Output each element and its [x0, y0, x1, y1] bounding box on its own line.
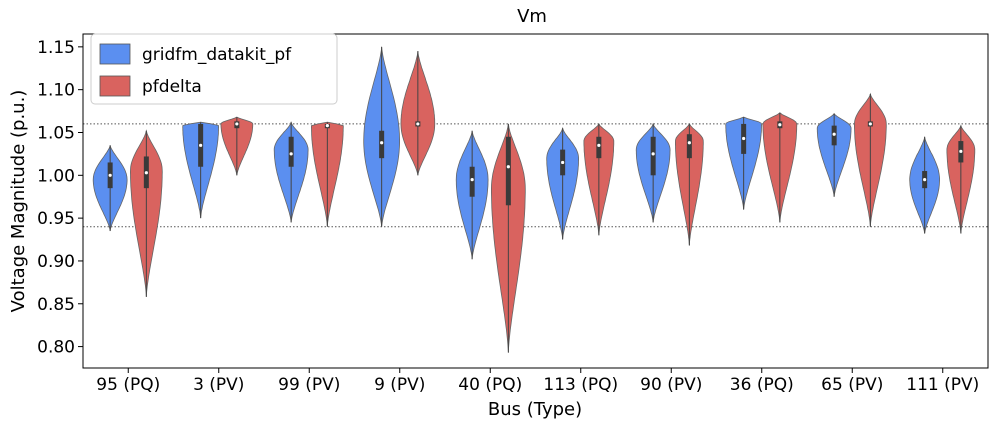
violin-median — [561, 160, 565, 165]
y-tick-label: 1.00 — [37, 166, 75, 186]
violin-median — [199, 143, 203, 147]
x-tick-label: 65 (PV) — [821, 375, 883, 395]
violin-median — [506, 165, 510, 169]
x-tick-label: 9 (PV) — [374, 375, 425, 395]
x-tick-label: 99 (PV) — [278, 375, 340, 395]
y-tick-label: 1.05 — [37, 123, 75, 143]
x-tick-label: 36 (PQ) — [730, 375, 794, 395]
x-tick-label: 3 (PV) — [193, 375, 244, 395]
x-axis: 95 (PQ) 3 (PV) 99 (PV) 9 (PV) 40 (PQ) 113 (PQ… — [96, 368, 979, 395]
violin-median — [597, 143, 601, 147]
plot-frame — [82, 33, 989, 369]
violin-median — [289, 152, 293, 156]
y-tick-label: 0.95 — [37, 209, 75, 229]
violin-median — [144, 171, 148, 175]
legend: gridfm_datakit_pf pfdelta — [90, 33, 338, 105]
y-tick-label: 1.10 — [37, 81, 75, 101]
violin-median — [868, 122, 872, 126]
y-tick-label: 1.15 — [37, 38, 75, 58]
violin-median — [325, 124, 329, 128]
violin-median — [470, 177, 474, 182]
violin-median — [416, 122, 420, 126]
chart-title: Vm — [517, 6, 547, 27]
legend-frame — [90, 33, 338, 105]
violin-iqr-box — [288, 136, 294, 167]
violin-iqr-box — [596, 136, 602, 159]
legend-label-gridfm: gridfm_datakit_pf — [142, 45, 292, 65]
legend-label-pfdelta: pfdelta — [142, 77, 202, 97]
x-tick-label: 111 (PV) — [906, 375, 979, 395]
violins-layer — [92, 46, 976, 353]
legend-swatch-pfdelta — [99, 75, 131, 97]
reference-lines — [83, 123, 988, 228]
y-axis: 0.80 0.85 0.90 0.95 1.00 1.05 1.10 1.15 — [37, 38, 83, 358]
violin-iqr-box — [505, 136, 511, 206]
violin-median — [651, 152, 655, 156]
violin-median — [687, 141, 691, 145]
violin-median — [742, 136, 746, 141]
x-tick-label: 40 (PQ) — [458, 375, 522, 395]
x-tick-label: 90 (PV) — [640, 375, 702, 395]
legend-swatch-gridfm — [99, 43, 131, 65]
violin-iqr-box — [469, 166, 475, 197]
violin-median — [959, 149, 963, 153]
violin-median — [778, 123, 782, 127]
violin-median — [108, 173, 112, 177]
violin-median — [832, 132, 836, 136]
x-axis-label: Bus (Type) — [488, 399, 582, 420]
violin-median — [235, 122, 239, 126]
x-tick-label: 113 (PQ) — [543, 375, 618, 395]
y-axis-label: Voltage Magnitude (p.u.) — [8, 90, 29, 313]
y-tick-label: 0.80 — [37, 338, 75, 358]
violin-median — [380, 141, 384, 145]
violin-iqr-box — [650, 136, 656, 176]
violin-iqr-box — [379, 130, 385, 159]
violin-iqr-box — [686, 134, 692, 159]
y-tick-label: 0.85 — [37, 295, 75, 315]
y-tick-label: 0.90 — [37, 252, 75, 272]
x-tick-label: 95 (PQ) — [96, 375, 160, 395]
violin-median — [923, 177, 927, 182]
